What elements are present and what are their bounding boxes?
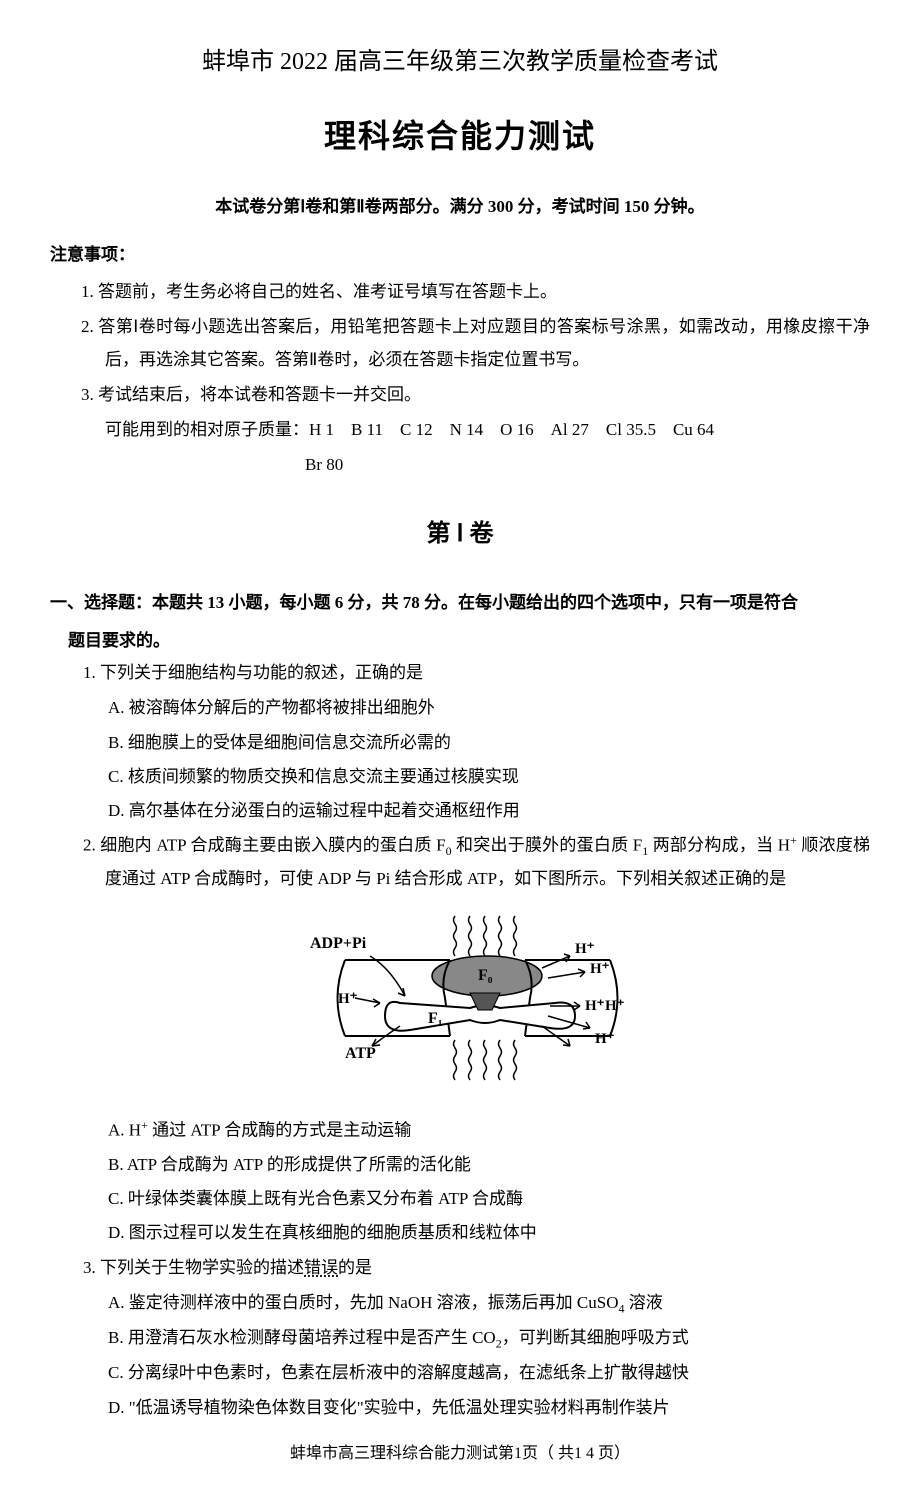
q3-stem-p1: 3. 下列关于生物学实验的描述	[83, 1258, 304, 1277]
q3-a-p2: 溶液	[624, 1293, 662, 1312]
section-1-instructions: 一、选择题：本题共 13 小题，每小题 6 分，共 78 分。在每小题给出的四个…	[50, 587, 870, 619]
q2-stem: 2. 细胞内 ATP 合成酶主要由嵌入膜内的蛋白质 F0 和突出于膜外的蛋白质 …	[50, 829, 870, 895]
label-h3: H⁺	[585, 998, 605, 1014]
q1-option-d: D. 高尔基体在分泌蛋白的运输过程中起着交通枢纽作用	[50, 795, 870, 827]
sub-title: 理科综合能力测试	[50, 106, 870, 167]
q2-stem-p3: 两部分构成，当	[648, 836, 773, 855]
q2-option-d: D. 图示过程可以发生在真核细胞的细胞质基质和线粒体中	[50, 1217, 870, 1249]
q3-option-d: D. "低温诱导植物染色体数目变化"实验中，先低温处理实验材料再制作装片	[50, 1392, 870, 1424]
exam-info: 本试卷分第Ⅰ卷和第Ⅱ卷两部分。满分 300 分，考试时间 150 分钟。	[50, 191, 870, 223]
q2-stem-p1: 2. 细胞内 ATP 合成酶主要由嵌入膜内的蛋白质 F	[83, 836, 446, 855]
q1-option-c: C. 核质间频繁的物质交换和信息交流主要通过核膜实现	[50, 761, 870, 793]
label-f0: F₀	[478, 967, 493, 984]
label-f1: F₁	[428, 1010, 443, 1027]
atp-synthase-diagram: ADP+Pi ATP H⁺ F₀ F₁ H⁺ H⁺ H⁺ H⁺ H⁺	[270, 908, 650, 1088]
q2-sup-plus: +	[790, 833, 797, 847]
label-h-left: H⁺	[338, 991, 358, 1007]
section-1-instructions-2: 题目要求的。	[50, 625, 870, 657]
q2-a-p1: A. H	[108, 1121, 141, 1140]
q2-option-a: A. H+ 通过 ATP 合成酶的方式是主动运输	[50, 1114, 870, 1147]
atomic-mass-line2: Br 80	[50, 449, 870, 481]
q1-stem: 1. 下列关于细胞结构与功能的叙述，正确的是	[50, 657, 870, 689]
q3-stem: 3. 下列关于生物学实验的描述错误的是	[50, 1252, 870, 1284]
label-h1: H⁺	[575, 941, 595, 957]
page-footer: 蚌埠市高三理科综合能力测试第1页（ 共1 4 页）	[50, 1439, 870, 1469]
q3-option-a: A. 鉴定待测样液中的蛋白质时，先加 NaOH 溶液，振荡后再加 CuSO4 溶…	[50, 1287, 870, 1320]
q2-option-c: C. 叶绿体类囊体膜上既有光合色素又分布着 ATP 合成酶	[50, 1183, 870, 1215]
q2-stem-p2: 和突出于膜外的蛋白质 F	[452, 836, 643, 855]
notice-item-1: 1. 答题前，考生务必将自己的姓名、准考证号填写在答题卡上。	[50, 276, 870, 308]
notice-item-2: 2. 答第Ⅰ卷时每小题选出答案后，用铅笔把答题卡上对应题目的答案标号涂黑，如需改…	[50, 311, 870, 376]
q3-a-p1: A. 鉴定待测样液中的蛋白质时，先加 NaOH 溶液，振荡后再加 CuSO	[108, 1293, 618, 1312]
q3-option-c: C. 分离绿叶中色素时，色素在层析液中的溶解度越高，在滤纸条上扩散得越快	[50, 1357, 870, 1389]
label-h4: H⁺	[595, 1031, 615, 1047]
q2-option-b: B. ATP 合成酶为 ATP 的形成提供了所需的活化能	[50, 1149, 870, 1181]
section-1-title: 第 Ⅰ 卷	[50, 512, 870, 558]
q3-stem-emph: 错误	[304, 1258, 338, 1277]
q1-option-a: A. 被溶酶体分解后的产物都将被排出细胞外	[50, 692, 870, 724]
q3-b-p2: ，可判断其细胞呼吸方式	[502, 1328, 689, 1347]
q2-a-p2: 通过 ATP 合成酶的方式是主动运输	[148, 1121, 411, 1140]
q2-line2-p1: H	[778, 836, 790, 855]
q2-figure: ADP+Pi ATP H⁺ F₀ F₁ H⁺ H⁺ H⁺ H⁺ H⁺	[50, 908, 870, 1099]
q1-option-b: B. 细胞膜上的受体是细胞间信息交流所必需的	[50, 727, 870, 759]
label-atp: ATP	[345, 1045, 376, 1062]
main-title: 蚌埠市 2022 届高三年级第三次教学质量检查考试	[50, 40, 870, 86]
atomic-mass-line1: 可能用到的相对原子质量：H 1 B 11 C 12 N 14 O 16 Al 2…	[50, 414, 870, 446]
label-h3b: H⁺	[605, 998, 625, 1014]
label-adp-pi: ADP+Pi	[310, 935, 367, 952]
q2-a-sup: +	[141, 1118, 148, 1132]
notice-item-3: 3. 考试结束后，将本试卷和答题卡一并交回。	[50, 379, 870, 411]
notice-header: 注意事项：	[50, 239, 870, 271]
label-h2: H⁺	[590, 961, 610, 977]
q3-b-p1: B. 用澄清石灰水检测酵母菌培养过程中是否产生 CO	[108, 1328, 496, 1347]
q3-stem-p2: 的是	[338, 1258, 372, 1277]
q3-option-b: B. 用澄清石灰水检测酵母菌培养过程中是否产生 CO2，可判断其细胞呼吸方式	[50, 1322, 870, 1355]
